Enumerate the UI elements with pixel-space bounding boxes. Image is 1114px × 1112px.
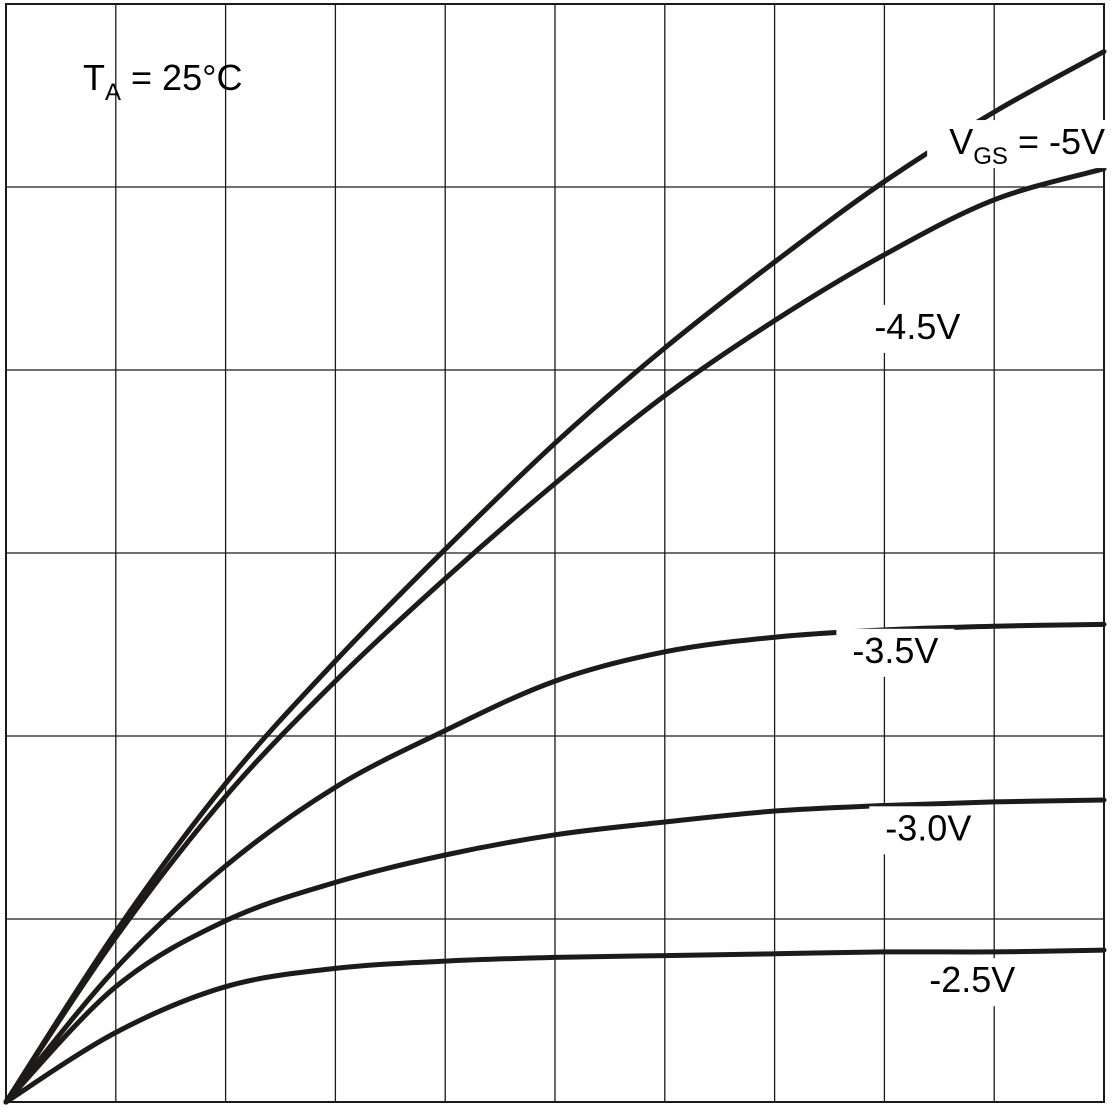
vgs-value: = -5V — [1008, 121, 1105, 162]
vgs-subscript: GS — [973, 143, 1008, 170]
series-line--4.5V — [3, 166, 1107, 1105]
grid — [5, 3, 1105, 1103]
label-mask — [869, 806, 988, 855]
series-label--5V: VGS = -5V — [949, 121, 1105, 170]
series-line--3.0V — [3, 797, 1107, 1105]
series-line--2.5V — [3, 947, 1107, 1105]
temperature-annotation: TA = 25°C — [83, 57, 242, 106]
ta-value: = 25°C — [121, 57, 242, 98]
series-label--3.0V: -3.0V — [885, 807, 971, 848]
ta-subscript: A — [105, 79, 121, 106]
labels: VGS = -5V -4.5V -3.5V -3.0V -2.5V — [852, 121, 1105, 1000]
label-mask — [913, 958, 1032, 1007]
label-mask — [836, 628, 955, 677]
plot-frame — [5, 3, 1105, 1103]
series-label--2.5V: -2.5V — [929, 959, 1015, 1000]
ta-prefix: T — [83, 57, 105, 98]
series-label--3.5V: -3.5V — [852, 630, 938, 671]
label-mask — [858, 304, 977, 353]
vgs-prefix: V — [949, 121, 973, 162]
label-masks — [836, 120, 1114, 1007]
series-line--5V — [3, 49, 1107, 1105]
series-label--4.5V: -4.5V — [874, 306, 960, 347]
label-mask — [927, 120, 1114, 169]
